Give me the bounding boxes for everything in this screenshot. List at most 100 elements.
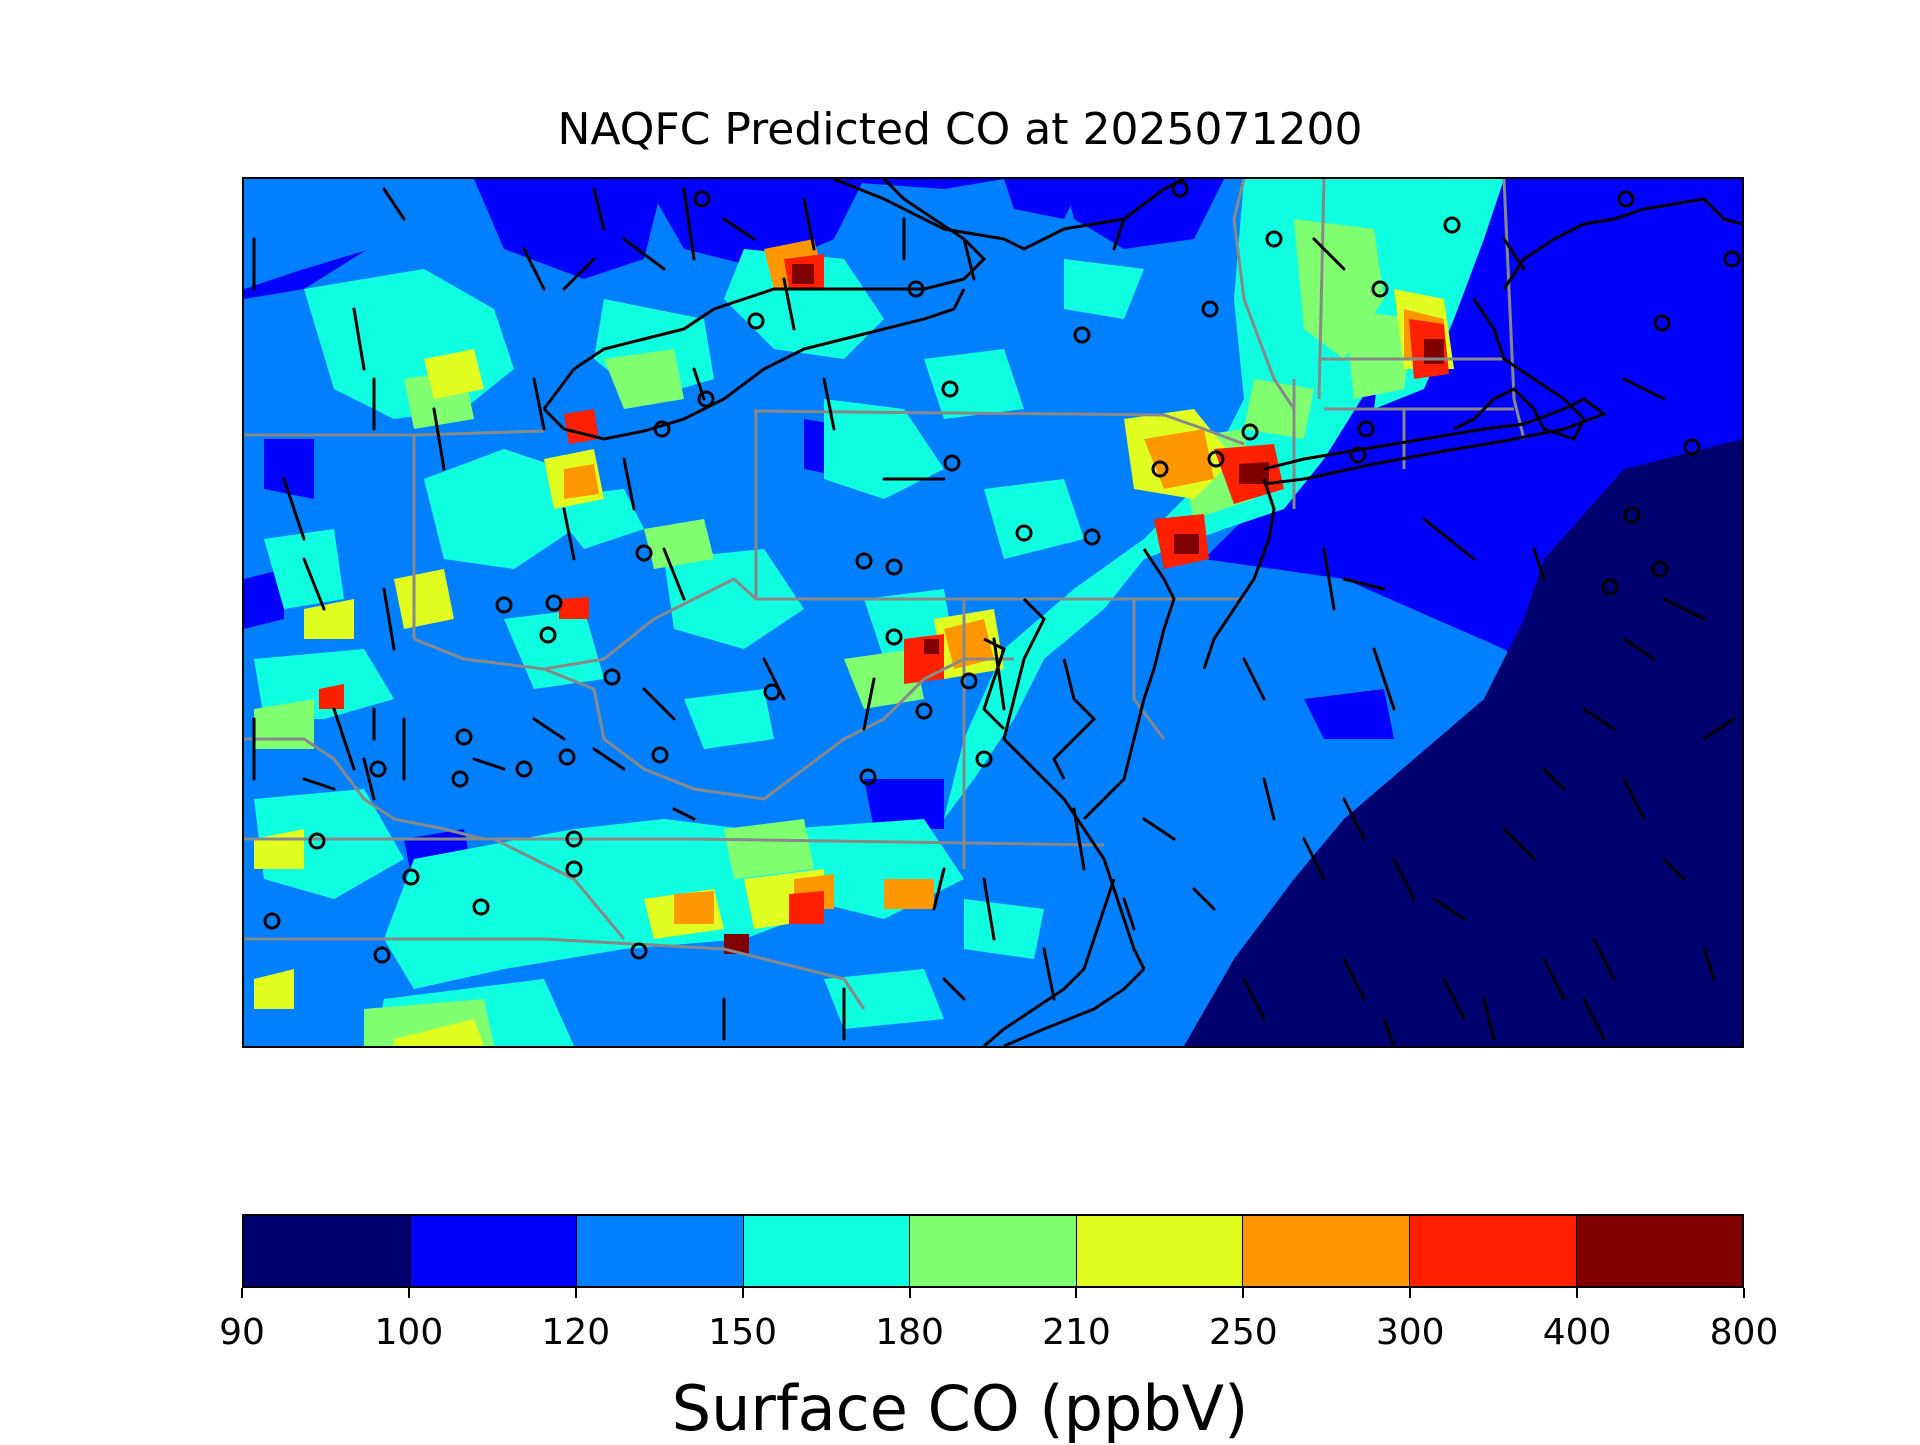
colorbar-tick-label: 800 xyxy=(1709,1312,1779,1353)
colorbar-segment-0 xyxy=(244,1216,411,1286)
wind-barb xyxy=(1192,887,1216,911)
wind-barb xyxy=(1442,977,1466,1021)
station-marker xyxy=(855,552,873,570)
coastline-segment xyxy=(1082,548,1176,821)
coastline-segment xyxy=(833,179,1185,251)
station-marker xyxy=(1073,326,1091,344)
wind-barb xyxy=(592,747,626,771)
wind-barb xyxy=(382,187,406,221)
wind-barb xyxy=(522,247,546,291)
wind-barb xyxy=(1242,657,1266,701)
colorbar-segment-7 xyxy=(1409,1216,1577,1286)
colorbar-tick xyxy=(1409,1288,1412,1298)
wind-barb xyxy=(1312,237,1346,271)
wind-barb xyxy=(1382,1017,1396,1046)
colorbar-tick-label: 120 xyxy=(541,1312,611,1353)
station-marker xyxy=(1443,216,1461,234)
co-level-region xyxy=(1239,462,1269,484)
station-marker xyxy=(402,868,420,886)
co-level-region xyxy=(684,689,774,749)
co-level-region xyxy=(724,249,884,359)
station-marker xyxy=(1651,560,1669,578)
station-marker xyxy=(943,454,961,472)
state-border xyxy=(753,409,1245,446)
co-level-region xyxy=(674,891,714,924)
station-marker xyxy=(472,898,490,916)
wind-barb xyxy=(722,217,756,241)
station-marker xyxy=(651,746,669,764)
wind-barb xyxy=(642,687,676,721)
co-level-region xyxy=(984,479,1084,559)
co-level-region xyxy=(424,349,484,399)
colorbar-title: Surface CO (ppbV) xyxy=(671,1372,1249,1445)
co-level-region xyxy=(944,619,994,669)
wind-barb xyxy=(1542,767,1566,791)
co-level-region xyxy=(394,569,454,629)
wind-barb xyxy=(1112,217,1126,251)
wind-barb xyxy=(362,757,376,801)
coastline-segment xyxy=(983,878,1116,1046)
wind-barb xyxy=(532,717,566,741)
co-level-region xyxy=(394,1019,484,1046)
co-level-region xyxy=(504,609,604,689)
co-level-region xyxy=(924,639,939,654)
station-marker xyxy=(1601,578,1619,596)
co-concentration-field xyxy=(244,179,1742,1046)
colorbar-tick-label: 90 xyxy=(219,1312,265,1353)
co-level-region xyxy=(724,934,749,954)
station-marker xyxy=(635,544,653,562)
coastline-segment xyxy=(1002,597,1146,970)
co-level-region xyxy=(864,779,944,829)
station-marker xyxy=(1723,250,1741,268)
co-level-region xyxy=(924,349,1024,419)
wind-barb xyxy=(982,877,996,941)
map-title: NAQFC Predicted CO at 2025071200 xyxy=(557,104,1363,155)
wind-barb xyxy=(1242,977,1266,1021)
wind-barb xyxy=(332,707,356,771)
state-border xyxy=(1232,179,1296,410)
wind-barb xyxy=(622,237,666,271)
wind-barb xyxy=(1372,647,1396,711)
co-level-region xyxy=(1494,179,1742,469)
station-marker xyxy=(451,770,469,788)
wind-barb xyxy=(1072,807,1086,871)
state-border xyxy=(1317,179,1326,400)
co-level-region xyxy=(319,684,344,709)
wind-barb xyxy=(1582,707,1616,731)
station-marker xyxy=(1357,420,1375,438)
state-border xyxy=(413,577,758,671)
coastline-segment xyxy=(542,288,966,441)
colorbar-tick-label: 180 xyxy=(875,1312,944,1353)
wind-barb xyxy=(352,307,366,371)
co-concentration-map xyxy=(242,177,1744,1048)
station-marker xyxy=(630,942,648,960)
colorbar-tick-label: 210 xyxy=(1042,1312,1111,1353)
wind-barb xyxy=(472,757,506,771)
co-level-region xyxy=(254,649,394,719)
wind-barb xyxy=(1582,997,1606,1041)
colorbar-tick-label: 250 xyxy=(1208,1312,1278,1353)
colorbar-tick xyxy=(1075,1288,1078,1298)
wind-barb xyxy=(562,257,596,291)
wind-barb xyxy=(1432,897,1466,921)
co-level-region xyxy=(559,597,589,619)
wind-barb xyxy=(1342,957,1366,1001)
colorbar-tick xyxy=(574,1288,577,1298)
station-marker xyxy=(960,672,978,690)
station-marker xyxy=(1171,180,1189,198)
wind-barb xyxy=(532,377,546,431)
wind-barb xyxy=(432,407,446,471)
station-marker xyxy=(885,628,903,646)
wind-barb xyxy=(1342,577,1386,591)
station-marker xyxy=(515,760,533,778)
colorbar-segment-4 xyxy=(910,1216,1077,1286)
colorbar-tick-label: 300 xyxy=(1375,1312,1445,1353)
co-level-region xyxy=(424,449,574,569)
co-level-region xyxy=(1344,309,1414,399)
wind-barb xyxy=(1622,377,1666,401)
colorbar-tick-label: 400 xyxy=(1542,1312,1612,1353)
wind-barb xyxy=(1042,947,1056,1001)
state-border xyxy=(493,837,626,940)
wind-barb xyxy=(302,777,336,791)
wind-barb xyxy=(592,187,606,231)
